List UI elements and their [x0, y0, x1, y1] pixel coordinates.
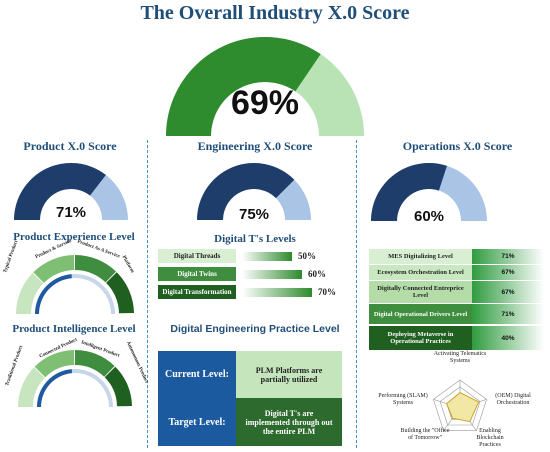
ops-level-5: Deploying Metaverse in Operational Pract…: [369, 326, 472, 350]
stage-segment-4: [104, 366, 132, 407]
target-level-text: Digital T's are implemented through out …: [236, 398, 342, 446]
ops-level-4: Digital Operational Drivers Level: [369, 304, 472, 324]
thread-label-2: Digital Twins: [158, 267, 236, 281]
thread-value-1: 50%: [298, 251, 316, 261]
thread-label-1: Digital Threads: [158, 249, 236, 263]
product-intelligence-title: Product Intelligence Level: [12, 323, 136, 335]
product-experience-title: Product Experience Level: [13, 231, 135, 243]
ops-level-3: Digitally Connected Entreprice Level: [369, 281, 472, 303]
product-gauge: [14, 163, 128, 220]
thread-value-2: 60%: [308, 269, 326, 279]
divider-left: [147, 140, 148, 448]
stage-segment-4: [106, 272, 134, 314]
product-gauge-fill: [14, 163, 106, 220]
stage-segment-3: [75, 350, 115, 377]
stage-segment-1: [18, 367, 45, 407]
thread-value-3: 70%: [318, 287, 336, 297]
operations-radar: [433, 379, 487, 431]
ops-level-2-value: 67%: [472, 265, 544, 280]
current-level-text: PLM Platforms are partially utilized: [236, 351, 342, 398]
stage-progress-ring: [37, 369, 73, 407]
stage-segment-2: [33, 255, 75, 283]
divider-right: [356, 140, 357, 448]
thread-bar-3: [242, 288, 312, 297]
ops-level-5-value: 40%: [472, 326, 544, 350]
engineering-score-title: Engineering X.0 Score: [197, 139, 313, 153]
radar-label-5: Performing (SLAM) Systems: [378, 393, 428, 406]
operations-score-title: Operations X.0 Score: [402, 139, 513, 153]
ops-level-3-value: 67%: [472, 281, 544, 303]
product-intelligence-arc: [18, 350, 132, 407]
digital-ts-title: Digital T's Levels: [214, 233, 296, 245]
thread-bar-1: [242, 252, 292, 261]
ops-level-2: Ecosystem Orchestration Level: [369, 265, 472, 280]
radar-label-2: (OEM) Digital Orchestration: [495, 393, 531, 406]
product-score-value: 71%: [55, 204, 87, 221]
overall-gauge: [166, 37, 364, 136]
radar-label-3: Enabling Blockchain Practices: [476, 428, 504, 448]
stage-progress-ring: [35, 274, 72, 314]
overall-gauge-fill: [166, 37, 321, 136]
radar-label-1: Activating Telematics Systems: [433, 351, 487, 364]
thread-label-3: Digital Transformation: [158, 285, 236, 299]
stage-segment-2: [34, 350, 75, 378]
page-title: The Overall Industry X.0 Score: [140, 2, 410, 24]
engineering-gauge: [197, 163, 311, 220]
radar-label-4: Building the "Office of Tomorrow": [400, 428, 450, 441]
overall-score-value: 69%: [230, 84, 300, 122]
engineering-gauge-fill: [197, 163, 295, 220]
target-level-label: Target Level:: [158, 398, 236, 446]
radar-area: [446, 392, 480, 423]
thread-bar-2: [242, 270, 302, 279]
engineering-score-value: 75%: [238, 206, 270, 223]
ops-level-1-value: 71%: [472, 249, 544, 264]
practice-title: Digital Engineering Practice Level: [170, 323, 340, 335]
ops-level-1: MES Digitalizing Level: [369, 249, 472, 264]
product-experience-arc: [16, 255, 134, 314]
stage-segment-1: [16, 273, 44, 314]
radar-grid-ring-1: [433, 379, 487, 431]
operations-score-value: 60%: [413, 208, 445, 225]
stage-track-ring: [37, 369, 113, 407]
ops-level-4-value: 71%: [472, 304, 544, 324]
radar-grid-ring-2: [439, 386, 481, 426]
stage-segment-3: [75, 255, 116, 283]
product-score-title: Product X.0 Score: [23, 139, 117, 153]
operations-gauge: [371, 163, 487, 221]
operations-gauge-fill: [371, 163, 447, 221]
current-level-label: Current Level:: [158, 351, 236, 398]
